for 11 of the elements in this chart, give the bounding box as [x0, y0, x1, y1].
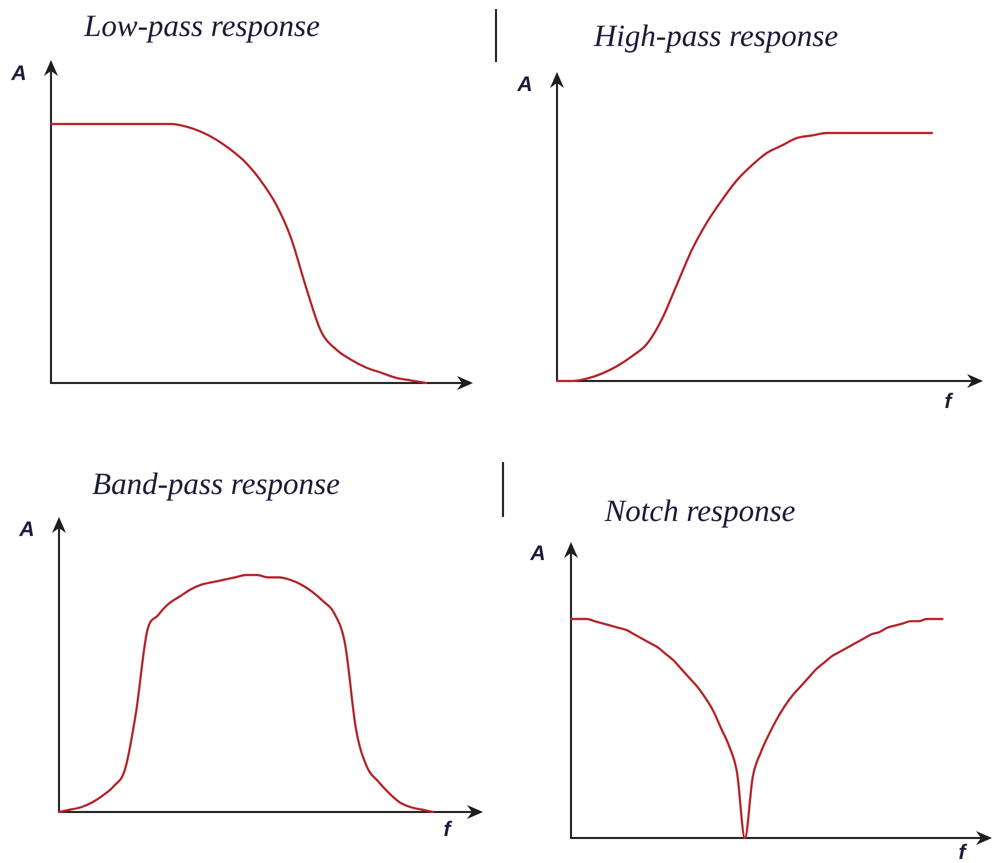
y-axis-title: A: [11, 62, 27, 86]
chart-title: High-pass response: [594, 18, 838, 54]
y-axis-title: A: [530, 542, 546, 566]
chart-title: Low-pass response: [84, 8, 320, 44]
x-axis-title: f: [444, 818, 450, 842]
y-axis-title: A: [517, 72, 533, 98]
x-axis-title: f: [944, 390, 952, 414]
chart-title: Notch response: [604, 493, 796, 529]
y-axis-title: A: [19, 518, 35, 542]
x-axis-title: f: [958, 840, 966, 863]
chart-title: Band-pass response: [92, 466, 340, 502]
